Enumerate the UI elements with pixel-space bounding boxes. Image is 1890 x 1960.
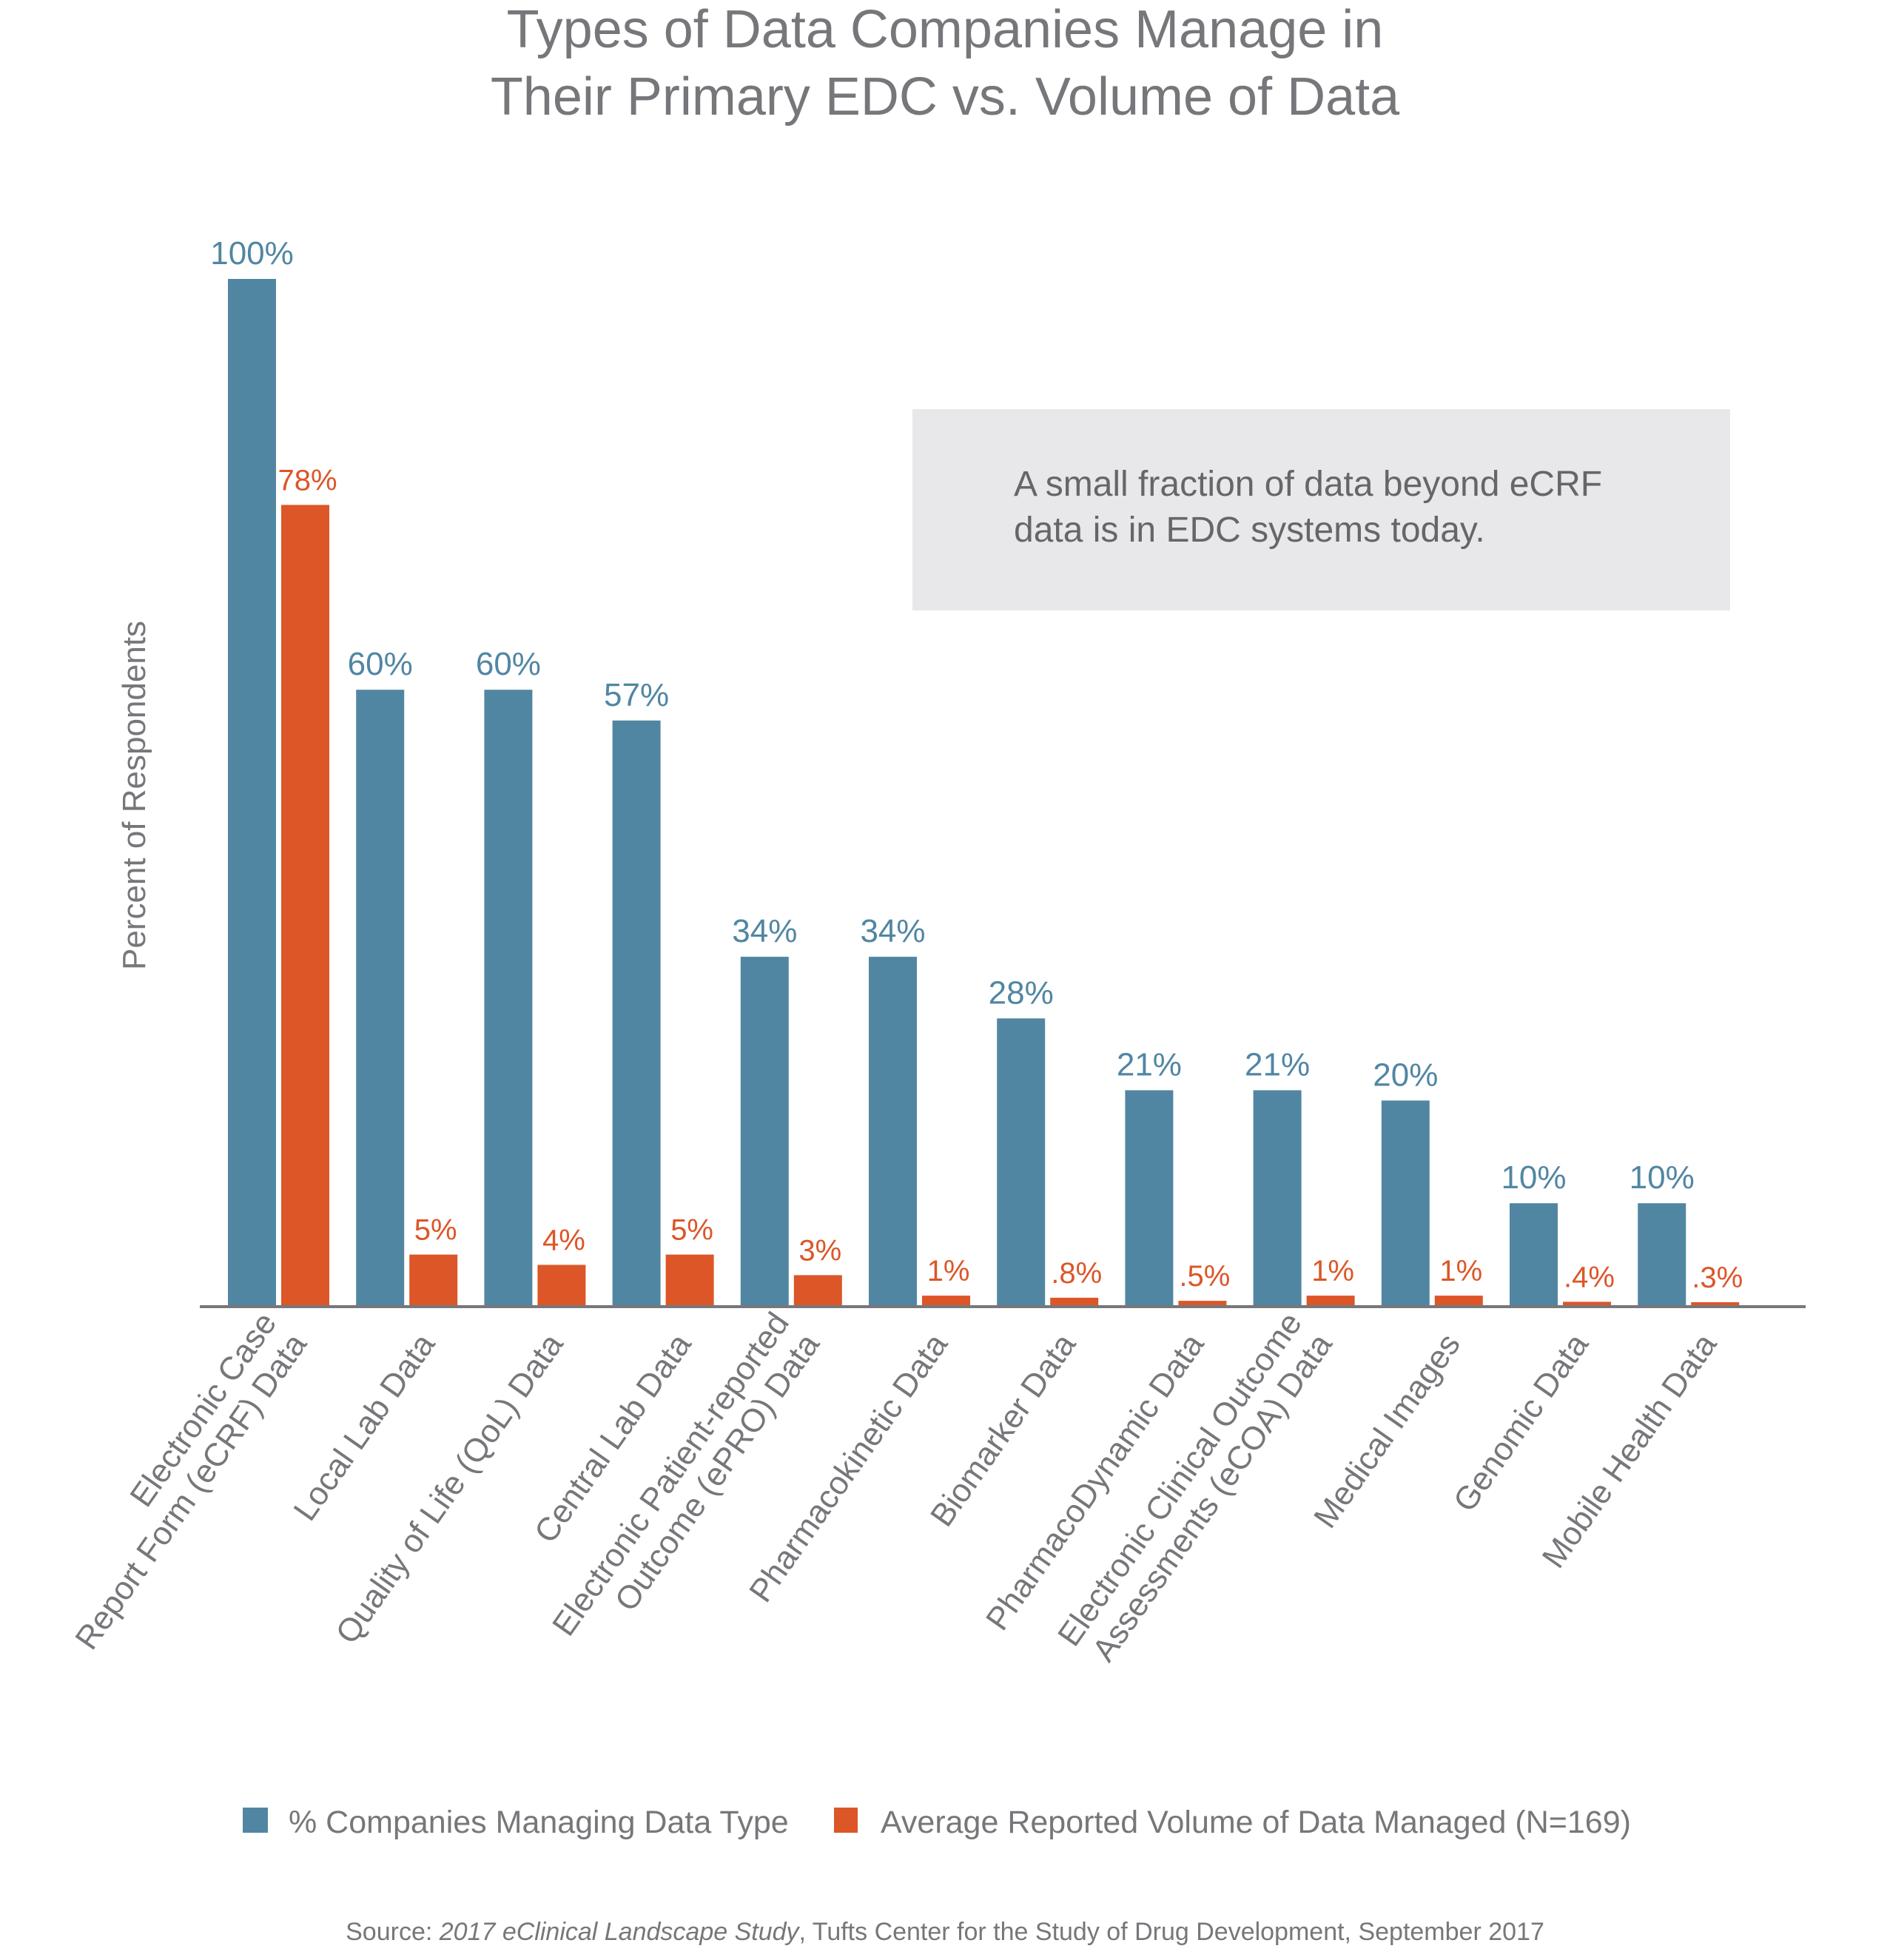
bar-series-1-10 (1510, 1203, 1558, 1306)
bar-series-1-2 (484, 690, 533, 1306)
bar-series-2-6 (1050, 1297, 1099, 1306)
category-label-line: Report Form (eCRF) Data (68, 1327, 314, 1656)
value-label-series-1-3: 57% (604, 677, 669, 713)
bar-series-1-1 (356, 690, 405, 1306)
bar-series-2-5 (922, 1296, 970, 1306)
annotation-background (912, 409, 1730, 610)
bar-series-1-9 (1381, 1100, 1430, 1306)
bar-series-2-7 (1178, 1301, 1227, 1306)
category-label-line: Genomic Data (1447, 1327, 1596, 1518)
legend-swatch-series-1 (243, 1808, 268, 1833)
bar-series-1-4 (740, 957, 789, 1306)
category-label-1: Local Lab Data (286, 1327, 442, 1527)
value-label-series-2-5: 1% (927, 1255, 970, 1287)
value-label-series-2-10: .4% (1564, 1261, 1615, 1293)
legend-swatch-series-2 (834, 1808, 858, 1833)
bar-series-1-0 (228, 279, 276, 1306)
category-label-line: Assessments (eCOA) Data (1086, 1327, 1339, 1668)
category-label-10: Genomic Data (1447, 1327, 1596, 1518)
value-label-series-1-11: 10% (1630, 1159, 1695, 1196)
category-label-line: Local Lab Data (286, 1327, 442, 1527)
bar-series-1-5 (869, 957, 917, 1306)
title-line-2: Their Primary EDC vs. Volume of Data (491, 67, 1400, 127)
value-label-series-2-9: 1% (1439, 1255, 1482, 1287)
y-axis-label: Percent of Respondents (116, 621, 152, 970)
value-label-series-2-2: 4% (542, 1225, 585, 1257)
bar-series-2-3 (665, 1254, 714, 1306)
value-label-series-1-8: 21% (1245, 1047, 1310, 1083)
title-line-1: Types of Data Companies Manage in (507, 0, 1384, 59)
source-study-title: 2017 eClinical Landscape Study (439, 1918, 801, 1946)
bar-series-1-11 (1638, 1203, 1686, 1306)
value-label-series-2-7: .5% (1179, 1260, 1230, 1293)
value-label-series-2-3: 5% (670, 1214, 713, 1247)
value-label-series-1-5: 34% (860, 913, 925, 949)
value-label-series-2-0: 78% (278, 464, 337, 496)
annotation-line-1: A small fraction of data beyond eCRF (1014, 465, 1602, 504)
source-note: Source: 2017 eClinical Landscape Study, … (346, 1918, 1544, 1946)
value-label-series-2-11: .3% (1692, 1262, 1743, 1294)
source-suffix: , Tufts Center for the Study of Drug Dev… (799, 1918, 1544, 1946)
value-label-series-1-10: 10% (1501, 1159, 1566, 1196)
value-label-series-1-7: 21% (1117, 1047, 1182, 1083)
legend-label-series-2: Average Reported Volume of Data Managed … (881, 1805, 1631, 1840)
value-label-series-1-1: 60% (348, 646, 413, 682)
category-label-2: Quality of Life (QoL) Data (329, 1327, 571, 1650)
annotation-line-2: data is in EDC systems today. (1014, 511, 1485, 550)
value-label-series-1-4: 34% (732, 913, 797, 949)
bar-series-2-11 (1691, 1302, 1740, 1306)
category-label-line: Quality of Life (QoL) Data (329, 1327, 571, 1650)
bar-series-1-6 (997, 1018, 1046, 1306)
legend: % Companies Managing Data Type Average R… (243, 1805, 1631, 1840)
bar-series-2-1 (409, 1254, 458, 1306)
value-label-series-2-8: 1% (1311, 1255, 1354, 1287)
bar-series-1-7 (1125, 1090, 1174, 1306)
bar-series-1-8 (1253, 1090, 1302, 1306)
bar-series-2-0 (281, 505, 329, 1306)
source-prefix: Source: (346, 1918, 440, 1946)
chart-title: Types of Data Companies Manage in Their … (491, 0, 1400, 127)
legend-label-series-1: % Companies Managing Data Type (289, 1805, 789, 1840)
value-label-series-1-2: 60% (476, 646, 541, 682)
value-label-series-2-1: 5% (414, 1214, 457, 1247)
value-label-series-1-9: 20% (1373, 1057, 1438, 1093)
bar-series-2-4 (793, 1275, 842, 1306)
bar-series-2-10 (1563, 1301, 1611, 1306)
value-labels-group: 100% 78% 60% 5% 60% 4% 57% 5% 34% 3% 34% 1% 28% .8% 21… (210, 235, 1743, 1294)
value-label-series-1-0: 100% (210, 235, 294, 272)
value-label-series-1-6: 28% (989, 974, 1054, 1011)
value-label-series-2-6: .8% (1051, 1257, 1102, 1290)
value-label-series-2-4: 3% (798, 1234, 841, 1267)
bar-series-2-8 (1306, 1296, 1355, 1306)
bar-series-2-9 (1434, 1296, 1483, 1306)
bar-series-2-2 (537, 1264, 586, 1306)
bar-series-1-3 (612, 720, 661, 1306)
bars-group (228, 279, 1740, 1306)
annotation-box: A small fraction of data beyond eCRF dat… (912, 409, 1730, 610)
